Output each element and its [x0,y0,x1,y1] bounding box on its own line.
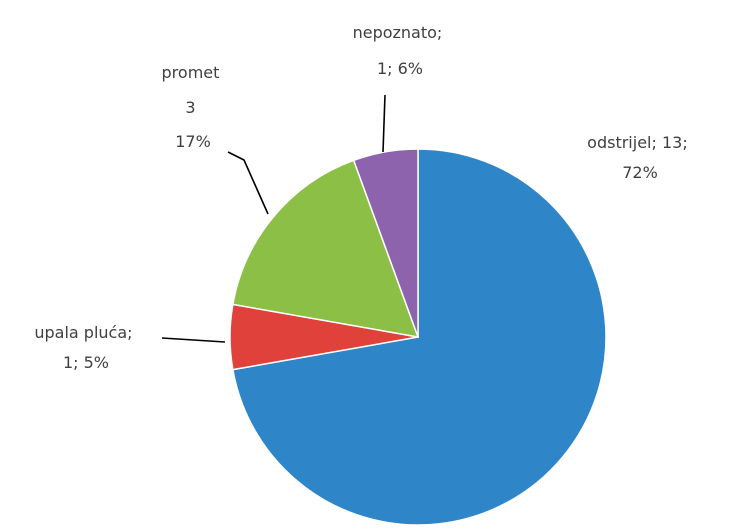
slice-label-odstrijel-line-2: 72% [622,163,658,182]
leader-lines [161,94,386,343]
slice-label-nepoznato: nepoznato; 1; 6% [353,23,448,78]
slice-label-promet: promet 3 17% [162,63,225,151]
slice-label-promet-line-3: 17% [175,132,211,151]
slice-label-upala: upala pluća; 1; 5% [34,323,137,372]
slice-label-odstrijel: odstrijel; 13; 72% [587,133,693,182]
slice-label-upala-line-1: upala pluća; [34,323,132,342]
pie-slice-odstrijel [231,148,607,526]
pie-slice-promet [231,159,420,338]
leader-line-upala [161,337,226,343]
slice-label-nepoznato-line-2: 1; 6% [377,59,423,78]
slice-label-odstrijel-line-1: odstrijel; 13; [587,133,688,152]
leader-line-promet [227,151,269,215]
pie-slice-nepoznato [352,148,419,338]
leader-line-nepoznato [382,94,386,153]
slice-label-promet-line-1: promet [162,63,220,82]
pie-slices [229,148,607,526]
slice-label-upala-line-2: 1; 5% [63,353,109,372]
slice-label-promet-line-2: 3 [185,98,195,117]
slice-label-nepoznato-line-1: nepoznato; [353,23,443,42]
